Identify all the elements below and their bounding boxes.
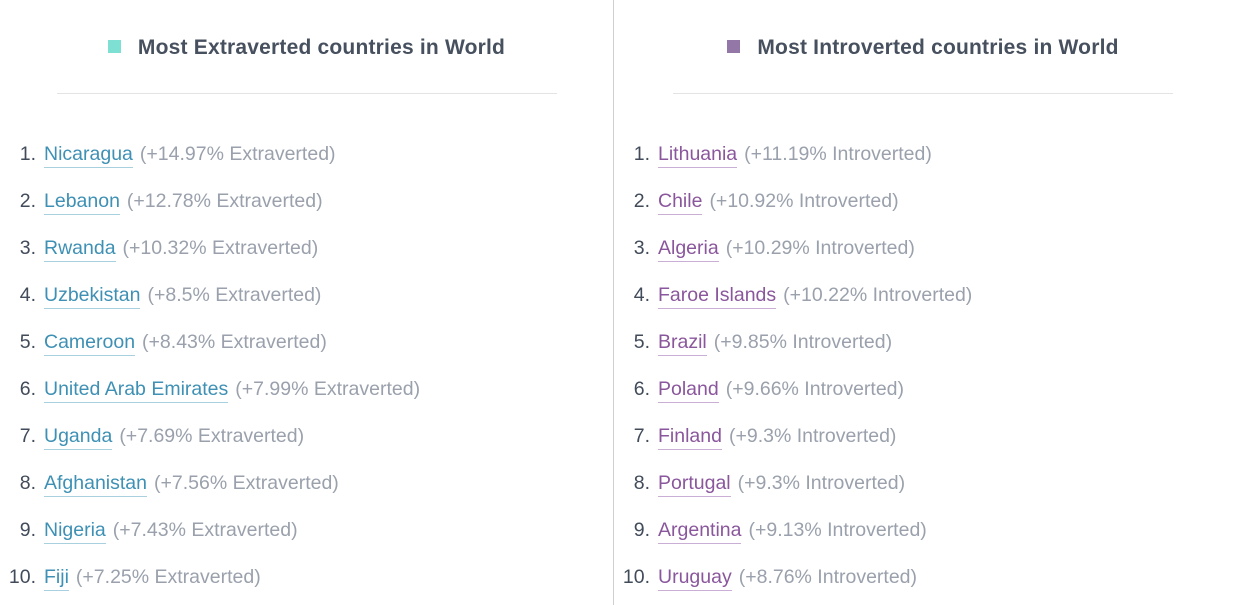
list-item: 4 Uzbekistan (+8.5% Extraverted) [0, 284, 613, 309]
country-link[interactable]: Argentina [658, 519, 742, 544]
item-note: (+7.25% Extraverted) [75, 566, 261, 588]
item-rank: 5 [614, 331, 650, 353]
list-item: 4 Faroe Islands (+10.22% Introverted) [614, 284, 1232, 309]
list-item: 8 Portugal (+9.3% Introverted) [614, 472, 1232, 497]
introverted-ranked-list: 1 Lithuania (+11.19% Introverted) 2 Chil… [614, 143, 1232, 591]
country-link[interactable]: Finland [658, 425, 722, 450]
extraverted-title: Most Extraverted countries in World [137, 36, 506, 59]
item-rank: 5 [0, 331, 36, 353]
list-item: 3 Rwanda (+10.32% Extraverted) [0, 237, 613, 262]
item-note: (+14.97% Extraverted) [139, 143, 336, 165]
list-item: 10 Uruguay (+8.76% Introverted) [614, 566, 1232, 591]
item-rank: 10 [0, 566, 36, 588]
item-note: (+7.69% Extraverted) [119, 425, 305, 447]
country-link[interactable]: Lithuania [658, 143, 738, 168]
item-note: (+7.99% Extraverted) [235, 378, 421, 400]
country-link[interactable]: Algeria [658, 237, 719, 262]
item-note: (+8.76% Introverted) [738, 566, 918, 588]
item-rank: 9 [614, 519, 650, 541]
list-item: 2 Chile (+10.92% Introverted) [614, 190, 1232, 215]
item-rank: 6 [0, 378, 36, 400]
list-item: 8 Afghanistan (+7.56% Extraverted) [0, 472, 613, 497]
item-rank: 7 [614, 425, 650, 447]
item-rank: 1 [0, 143, 36, 165]
list-item: 1 Nicaragua (+14.97% Extraverted) [0, 143, 613, 168]
item-note: (+7.43% Extraverted) [112, 519, 298, 541]
item-note: (+9.3% Introverted) [737, 472, 906, 494]
item-rank: 4 [0, 284, 36, 306]
item-rank: 1 [614, 143, 650, 165]
country-link[interactable]: Faroe Islands [658, 284, 777, 309]
introverted-header: Most Introverted countries in World [614, 36, 1232, 60]
item-rank: 8 [0, 472, 36, 494]
country-link[interactable]: Nicaragua [44, 143, 133, 168]
item-note: (+10.22% Introverted) [783, 284, 973, 306]
country-link[interactable]: Uzbekistan [44, 284, 141, 309]
list-item: 7 Uganda (+7.69% Extraverted) [0, 425, 613, 450]
list-item: 2 Lebanon (+12.78% Extraverted) [0, 190, 613, 215]
item-note: (+10.92% Introverted) [709, 190, 899, 212]
item-rank: 6 [614, 378, 650, 400]
list-item: 9 Nigeria (+7.43% Extraverted) [0, 519, 613, 544]
country-link[interactable]: United Arab Emirates [44, 378, 229, 403]
country-link[interactable]: Rwanda [44, 237, 116, 262]
item-note: (+12.78% Extraverted) [126, 190, 323, 212]
country-link[interactable]: Afghanistan [44, 472, 147, 497]
item-note: (+9.66% Introverted) [725, 378, 905, 400]
list-item: 10 Fiji (+7.25% Extraverted) [0, 566, 613, 591]
extraverted-legend-square-icon [107, 40, 121, 53]
item-note: (+10.32% Extraverted) [122, 237, 319, 259]
list-item: 5 Brazil (+9.85% Introverted) [614, 331, 1232, 356]
country-link[interactable]: Fiji [44, 566, 69, 591]
item-note: (+9.3% Introverted) [728, 425, 897, 447]
item-rank: 2 [0, 190, 36, 212]
country-link[interactable]: Uganda [44, 425, 113, 450]
item-rank: 10 [614, 566, 650, 588]
extraverted-header-divider [56, 93, 557, 94]
country-link[interactable]: Uruguay [658, 566, 732, 591]
item-note: (+9.13% Introverted) [748, 519, 927, 541]
column-most-introverted: Most Introverted countries in World 1 Li… [613, 0, 1232, 605]
country-link[interactable]: Chile [658, 190, 703, 215]
extraverted-ranked-list: 1 Nicaragua (+14.97% Extraverted) 2 Leba… [0, 143, 613, 591]
country-link[interactable]: Lebanon [44, 190, 120, 215]
list-item: 6 Poland (+9.66% Introverted) [614, 378, 1232, 403]
item-note: (+7.56% Extraverted) [154, 472, 339, 494]
introverted-header-divider [673, 93, 1173, 94]
item-rank: 8 [614, 472, 650, 494]
item-rank: 7 [0, 425, 36, 447]
item-note: (+9.85% Introverted) [713, 331, 893, 353]
country-link[interactable]: Portugal [658, 472, 731, 497]
list-item: 5 Cameroon (+8.43% Extraverted) [0, 331, 613, 356]
item-rank: 3 [614, 237, 650, 259]
list-item: 1 Lithuania (+11.19% Introverted) [614, 143, 1232, 168]
column-most-extraverted: Most Extraverted countries in World 1 Ni… [0, 0, 613, 605]
extraverted-header: Most Extraverted countries in World [0, 36, 613, 60]
list-item: 3 Algeria (+10.29% Introverted) [614, 237, 1232, 262]
item-note: (+11.19% Introverted) [744, 143, 932, 165]
country-link[interactable]: Cameroon [44, 331, 136, 356]
country-link[interactable]: Poland [658, 378, 719, 403]
item-rank: 2 [614, 190, 650, 212]
item-rank: 9 [0, 519, 36, 541]
list-item: 6 United Arab Emirates (+7.99% Extravert… [0, 378, 613, 403]
item-note: (+10.29% Introverted) [725, 237, 915, 259]
item-rank: 4 [614, 284, 650, 306]
item-note: (+8.43% Extraverted) [142, 331, 327, 353]
list-item: 7 Finland (+9.3% Introverted) [614, 425, 1232, 450]
introverted-legend-square-icon [727, 40, 741, 53]
item-rank: 3 [0, 237, 36, 259]
item-note: (+8.5% Extraverted) [147, 284, 322, 306]
country-link[interactable]: Brazil [658, 331, 707, 356]
country-link[interactable]: Nigeria [44, 519, 106, 544]
introverted-title: Most Introverted countries in World [757, 36, 1119, 59]
list-item: 9 Argentina (+9.13% Introverted) [614, 519, 1232, 544]
